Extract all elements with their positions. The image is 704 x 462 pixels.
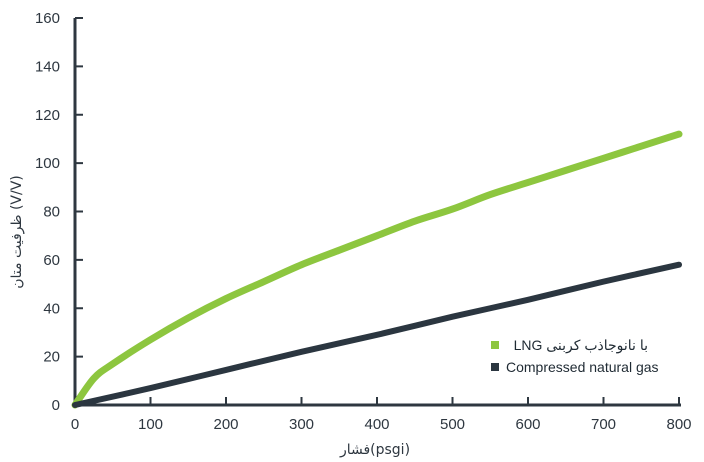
y-tick-label: 100 xyxy=(35,155,60,172)
series-lines xyxy=(71,130,683,409)
y-tick-label: 0 xyxy=(52,397,60,414)
x-axis-ticks: 0 100 200 300 400 500 600 700 800 xyxy=(71,397,692,433)
y-tick-label: 40 xyxy=(43,300,60,317)
x-axis-title: فشار(psgi) xyxy=(339,442,410,458)
x-tick-label: 100 xyxy=(138,416,163,433)
x-tick-label: 0 xyxy=(71,416,79,433)
x-tick-label: 200 xyxy=(213,416,238,433)
y-tick-label: 140 xyxy=(35,58,60,75)
x-tick-label: 600 xyxy=(515,416,540,433)
y-tick-label: 60 xyxy=(43,252,60,269)
legend-swatch xyxy=(491,363,499,371)
y-tick-label: 120 xyxy=(35,107,60,124)
legend-swatch xyxy=(491,341,499,349)
y-tick-label: 160 xyxy=(35,10,60,27)
legend-label: LNG با نانوجاذب کربنی xyxy=(514,337,648,354)
series-line-compressed-natural-gas xyxy=(72,261,682,408)
y-axis-ticks: 0 20 40 60 80 100 120 140 160 xyxy=(35,10,83,414)
y-tick-label: 80 xyxy=(43,204,60,221)
series-line-lng-carbon-nanoadsorbent xyxy=(71,130,683,409)
x-tick-label: 700 xyxy=(591,416,616,433)
legend-label: Compressed natural gas xyxy=(506,359,659,375)
x-tick-label: 500 xyxy=(440,416,465,433)
y-axis-title: ظرفیت متان (V/V) xyxy=(9,175,25,289)
y-tick-label: 20 xyxy=(43,349,60,366)
legend: LNG با نانوجاذب کربنی Compressed natural … xyxy=(491,337,659,375)
x-tick-label: 300 xyxy=(289,416,314,433)
x-tick-label: 400 xyxy=(364,416,389,433)
x-tick-label: 800 xyxy=(666,416,691,433)
